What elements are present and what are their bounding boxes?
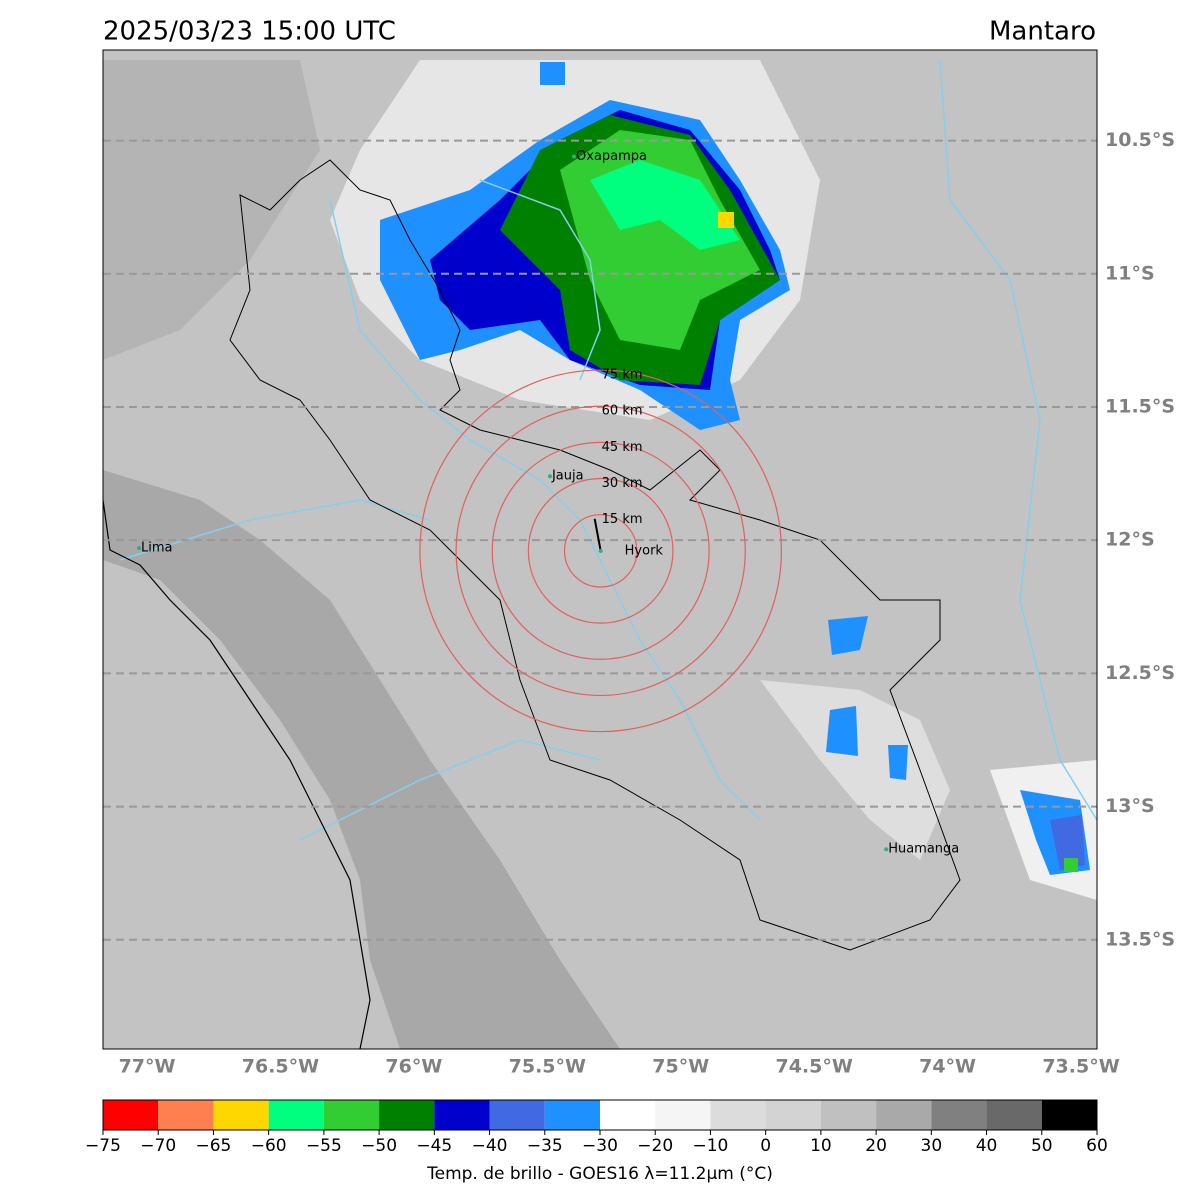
colorbar-tick-label: −20	[637, 1136, 673, 1156]
lon-tick-label: 74°W	[919, 1056, 976, 1078]
colorbar-tick-label: 40	[976, 1136, 998, 1156]
lat-tick-label: 12°S	[1105, 529, 1155, 551]
range-ring	[527, 477, 674, 624]
colorbar-tick-label: 50	[1031, 1136, 1053, 1156]
colorbar-segment	[434, 1100, 490, 1130]
lon-tick-label: 76.5°W	[242, 1056, 319, 1078]
colorbar-segment	[1041, 1100, 1097, 1130]
lat-tick-label: 11.5°S	[1105, 395, 1175, 417]
lon-tick-label: 73.5°W	[1042, 1056, 1119, 1078]
cloud-cold	[590, 160, 740, 250]
colorbar-segment	[158, 1100, 214, 1130]
range-ring-label: 75 km	[602, 368, 643, 383]
colorbar-tick-label: −55	[306, 1136, 342, 1156]
lon-tick-label: 76°W	[385, 1056, 442, 1078]
colorbar-tick-label: −70	[140, 1136, 176, 1156]
colorbar-tick-label: −50	[361, 1136, 397, 1156]
lon-tick-label: 77°W	[119, 1056, 176, 1078]
place-marker	[137, 546, 142, 551]
colorbar-tick-label: 60	[1086, 1136, 1108, 1156]
wind-vector	[593, 518, 602, 552]
colorbar-label: Temp. de brillo - GOES16 λ=11.2μm (°C)	[426, 1164, 773, 1184]
lat-tick-label: 12.5°S	[1105, 662, 1175, 684]
colorbar-tick-label: 20	[865, 1136, 887, 1156]
range-ring	[419, 369, 783, 733]
colorbar-tick-label: −40	[472, 1136, 508, 1156]
cloud-cold	[828, 616, 868, 655]
terrain	[103, 60, 320, 360]
range-ring	[455, 405, 746, 697]
lat-tick-label: 13°S	[1105, 795, 1155, 817]
colorbar-segment	[268, 1100, 324, 1130]
colorbar-segment	[876, 1100, 932, 1130]
place-label: Oxapampa	[576, 149, 647, 164]
lon-tick-label: 74.5°W	[775, 1056, 852, 1078]
colorbar-tick-label: −60	[251, 1136, 287, 1156]
place-marker	[884, 847, 889, 852]
colorbar-segment	[379, 1100, 435, 1130]
colorbar-segment	[323, 1100, 380, 1130]
colorbar-segment	[544, 1100, 600, 1130]
lon-tick-label: 75.5°W	[509, 1056, 586, 1078]
colorbar-tick-label: −65	[195, 1136, 231, 1156]
range-ring-label: 15 km	[602, 512, 643, 527]
range-ring-label: 45 km	[602, 440, 643, 455]
lat-tick-label: 11°S	[1105, 262, 1155, 284]
cloud-core	[1064, 858, 1078, 872]
colorbar-segment	[765, 1100, 821, 1130]
colorbar-tick-label: 0	[760, 1136, 771, 1156]
place-label: Jauja	[551, 469, 584, 484]
coastal-zone	[103, 470, 620, 1049]
place-marker	[598, 548, 603, 553]
coastline	[103, 499, 371, 1049]
lon-tick-label: 75°W	[652, 1056, 709, 1078]
cloud-core	[718, 212, 734, 228]
place-label: Hyork	[625, 543, 664, 558]
cloud-cold	[1050, 815, 1085, 870]
dynamic-layer: 10.5°S 11°S 11.5°S 12°S 12.5°S 13°S 13.5°S 77°W…	[85, 129, 1175, 1156]
cloud-cold	[826, 706, 858, 756]
colorbar-tick-label: 10	[810, 1136, 832, 1156]
colorbar-segment	[600, 1100, 656, 1130]
colorbar-segment	[931, 1100, 987, 1130]
range-ring	[491, 441, 710, 660]
colorbar-segment	[655, 1100, 711, 1130]
title: 2025/03/23 15:00 UTC	[103, 17, 396, 47]
colorbar-tick-label: −75	[85, 1136, 121, 1156]
colorbar-segment	[710, 1100, 766, 1130]
cloud-cold	[540, 62, 565, 85]
colorbar-tick-label: −35	[527, 1136, 563, 1156]
colorbar-tick-label: 30	[921, 1136, 943, 1156]
map-layer	[103, 50, 1097, 1049]
colorbar-tick-label: −10	[692, 1136, 728, 1156]
range-ring-label: 30 km	[602, 476, 643, 491]
place-marker	[571, 154, 576, 159]
basin-outline	[229, 159, 961, 951]
colorbar-segment	[213, 1100, 269, 1130]
region-name: Mantaro	[989, 17, 1096, 47]
colorbar-segment	[489, 1100, 545, 1130]
colorbar-tick-label: −30	[582, 1136, 618, 1156]
colorbar-segment	[103, 1100, 159, 1130]
place-label: Huamanga	[888, 842, 959, 857]
colorbar-tick-label: −45	[416, 1136, 452, 1156]
range-ring	[563, 514, 638, 588]
range-ring-label: 60 km	[602, 404, 643, 419]
lat-tick-label: 13.5°S	[1105, 928, 1175, 950]
lat-tick-label: 10.5°S	[1105, 129, 1175, 151]
place-marker	[547, 474, 552, 479]
map-frame	[102, 49, 1098, 1050]
cloud-warm	[760, 680, 950, 860]
place-label: Lima	[141, 541, 172, 556]
cloud-cold	[888, 745, 908, 780]
colorbar-segment	[820, 1100, 877, 1130]
colorbar-segment	[986, 1100, 1042, 1130]
